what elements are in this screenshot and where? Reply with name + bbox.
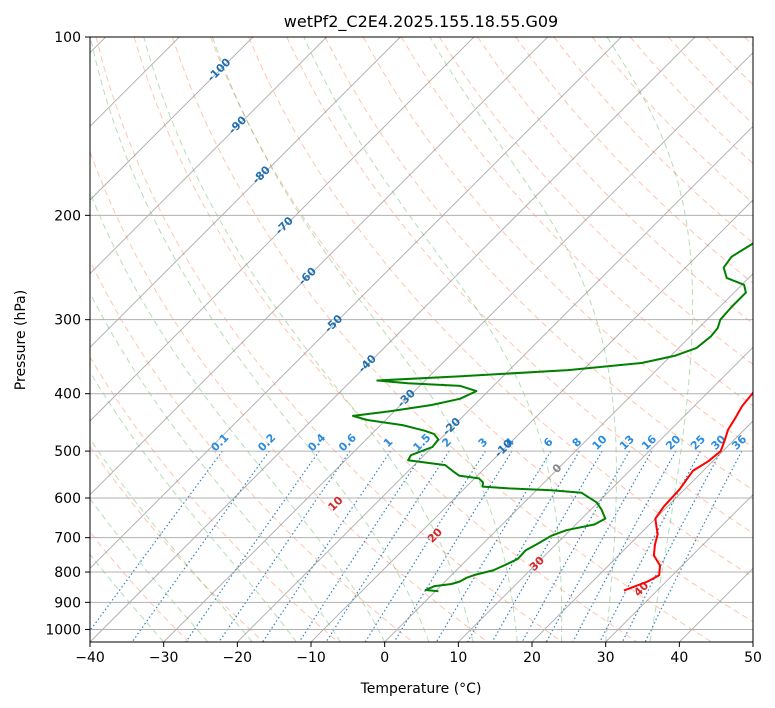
mixing-ratio-line: [644, 450, 743, 642]
dry-adiabat: [133, 37, 638, 642]
x-axis-title: Temperature (°C): [360, 681, 482, 697]
background-lines: [90, 37, 753, 642]
x-tick-label: 20: [523, 650, 541, 666]
isotherm-line: [90, 37, 401, 349]
y-axis-title: Pressure (hPa): [13, 290, 29, 390]
isotherm-line: [90, 37, 622, 570]
x-tick-label: 50: [744, 650, 762, 666]
moist-adiabat: [90, 37, 430, 642]
isotherm-line: [384, 272, 753, 642]
y-tick-label: 500: [54, 444, 81, 460]
mixing-ratio-line: [185, 450, 320, 642]
mixing-ratio-line: [90, 450, 223, 632]
moist-adiabat: [429, 37, 617, 642]
x-tick-label: −20: [223, 650, 253, 666]
mixing-ratio-line: [621, 450, 722, 642]
axes: −40 −30 −20 −10 0 10 20 30 40 50 100 200 300 400 500 60…: [45, 30, 762, 666]
dry-adiabat: [90, 150, 488, 642]
y-tick-label: 700: [54, 531, 81, 547]
dewpoint-profile: [352, 242, 753, 593]
mixing-ratio-line: [298, 450, 425, 642]
isotherm-line: [90, 37, 328, 275]
x-tick-label: −10: [296, 650, 326, 666]
moist-adiabat: [303, 37, 563, 642]
dry-adiabat: [438, 37, 753, 366]
x-tick-label: 10: [449, 650, 467, 666]
y-tick-label: 800: [54, 565, 81, 581]
mixing-ratio-line: [262, 450, 392, 642]
y-tick-label: 600: [54, 491, 81, 507]
dry-adiabat: [90, 356, 339, 642]
isotherm-line: [310, 199, 753, 642]
dry-adiabat: [324, 37, 753, 491]
dry-adiabat: [248, 37, 753, 578]
dry-adiabat: [477, 37, 753, 325]
x-tick-label: 30: [597, 650, 615, 666]
isotherm-line: [163, 51, 753, 642]
isotherm-line: [531, 420, 753, 642]
mixing-ratio-line: [491, 450, 603, 642]
isotherm-line: [90, 37, 549, 496]
isotherm-line: [457, 346, 753, 642]
moist-adiabat: [90, 370, 297, 642]
chart-title: wetPf2_C2E4.2025.155.18.55.G09: [284, 12, 558, 32]
y-tick-label: 1000: [45, 622, 81, 638]
isotherm-line: [605, 493, 753, 642]
moist-adiabat: [90, 553, 165, 642]
mixing-ratio-line: [599, 450, 702, 642]
moist-adiabat: [143, 37, 474, 642]
y-tick-label: 200: [54, 208, 81, 224]
mixing-ratio-line: [545, 450, 653, 642]
x-tick-label: 40: [670, 650, 688, 666]
mixing-ratio-line: [218, 450, 351, 642]
isotherm-line: [236, 125, 753, 642]
y-tick-label: 100: [54, 30, 81, 46]
moist-adiabat: [90, 497, 209, 642]
isotherm-line: [90, 37, 475, 422]
moist-adiabat: [90, 438, 253, 642]
moist-adiabat: [90, 190, 386, 642]
mixing-ratio-line: [521, 450, 631, 642]
dry-adiabat: [90, 445, 264, 642]
y-tick-label: 400: [54, 387, 81, 403]
mixing-ratio-line: [572, 450, 677, 642]
moist-adiabat: [211, 37, 518, 642]
y-tick-label: 300: [54, 313, 81, 329]
dry-adiabat: [210, 37, 753, 623]
x-tick-label: −40: [75, 650, 105, 666]
moist-adiabat: [606, 37, 694, 642]
isotherm-line: [90, 37, 696, 642]
temperature-profile: [623, 391, 753, 592]
moist-adiabat: [90, 292, 341, 642]
isotherm-line: [90, 37, 254, 201]
profile-series: [352, 242, 753, 593]
x-tick-label: 0: [380, 650, 389, 666]
plot-frame: [89, 36, 754, 643]
x-tick-label: −30: [149, 650, 179, 666]
dry-adiabat: [95, 37, 563, 642]
y-tick-label: 900: [54, 595, 81, 611]
